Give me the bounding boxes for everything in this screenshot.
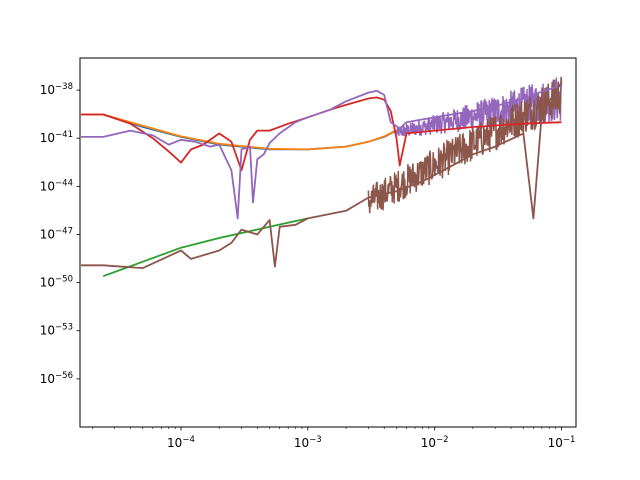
x-tick-label: 10−4 [167,435,195,450]
series-line-5 [81,81,563,269]
y-tick-label: 10−56 [40,371,73,386]
plot-lines [81,76,563,278]
y-tick-label: 10−44 [40,178,73,193]
y-tick-label: 10−41 [40,130,73,145]
series-line-1 [81,113,397,151]
x-axis-ticks: 10−4 10−3 10−2 10−1 [91,427,576,450]
y-tick-label: 10−53 [40,323,73,338]
series-line-3 [81,96,562,172]
y-tick-label: 10−50 [40,275,73,290]
series-line-4 [81,84,562,220]
axes-frame [79,57,577,428]
y-tick-label: 10−38 [40,82,73,97]
x-tick-label: 10−2 [421,435,449,450]
y-axis-ticks: 10−38 10−41 10−44 10−47 10−50 10−53 10−56 [40,82,80,386]
x-tick-label: 10−1 [548,435,576,450]
y-tick-label: 10−47 [40,226,73,241]
series-line-2 [102,217,308,278]
x-tick-label: 10−3 [294,435,322,450]
noise-envelope-1 [367,76,563,214]
